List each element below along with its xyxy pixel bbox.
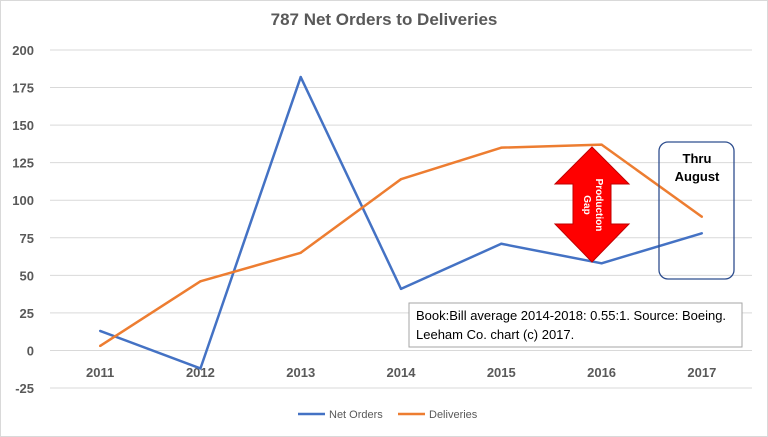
data-point (500, 242, 503, 245)
x-tick-label: 2012 (186, 365, 215, 380)
data-point (299, 75, 302, 79)
thru-august-callout: Thru August (658, 141, 735, 280)
data-point (199, 280, 202, 283)
data-point (98, 329, 102, 333)
y-tick-label: -25 (15, 381, 34, 396)
data-point (199, 367, 202, 370)
thru-august-box (658, 141, 735, 280)
legend-label-net-orders: Net Orders (329, 409, 383, 421)
y-tick-label: 150 (12, 118, 34, 133)
y-tick-label: 100 (12, 193, 34, 208)
data-point (500, 146, 503, 149)
y-tick-label: 25 (20, 306, 34, 321)
data-point (700, 232, 704, 235)
legend-label-deliveries: Deliveries (429, 409, 478, 421)
data-point (399, 177, 403, 181)
gap-label-line1: Production (593, 179, 604, 232)
y-tick-label: 0 (27, 343, 34, 358)
gap-label-line2: Gap (581, 195, 592, 214)
chart-title: 787 Net Orders to Deliveries (271, 10, 498, 29)
legend: Net Orders Deliveries (298, 409, 478, 421)
double-arrow-shape (553, 146, 631, 263)
data-point (399, 287, 403, 291)
y-tick-label: 175 (12, 81, 34, 96)
x-tick-label: 2015 (487, 365, 516, 380)
data-point (600, 143, 603, 146)
x-tick-label: 2011 (86, 365, 114, 380)
source-note-box (408, 302, 743, 348)
x-tick-label: 2013 (286, 365, 315, 380)
y-tick-label: 75 (20, 231, 34, 246)
source-note-line1: Book:Bill average 2014-2018: 0.55:1. Sou… (416, 308, 726, 323)
x-tick-label: 2017 (687, 365, 716, 380)
y-tick-label: 125 (12, 156, 34, 171)
y-axis-ticks: 200 175 150 125 100 75 50 25 0 -25 (12, 43, 34, 396)
production-gap-arrow: Production Gap (553, 146, 631, 263)
august-label: August (675, 169, 720, 184)
series-lines (98, 75, 704, 370)
gridlines (50, 49, 752, 389)
data-point (600, 262, 603, 265)
thru-label: Thru (683, 151, 712, 166)
x-axis-ticks: 2011 2012 2013 2014 2015 2016 2017 (86, 365, 716, 380)
data-point (98, 344, 102, 348)
x-tick-label: 2014 (387, 365, 417, 380)
source-note-line2: Leeham Co. chart (c) 2017. (416, 327, 574, 342)
data-point (299, 251, 302, 254)
data-point (700, 215, 704, 218)
x-tick-label: 2016 (587, 365, 616, 380)
source-note: Book:Bill average 2014-2018: 0.55:1. Sou… (408, 302, 743, 348)
y-tick-label: 200 (12, 43, 34, 58)
y-tick-label: 50 (20, 268, 34, 283)
